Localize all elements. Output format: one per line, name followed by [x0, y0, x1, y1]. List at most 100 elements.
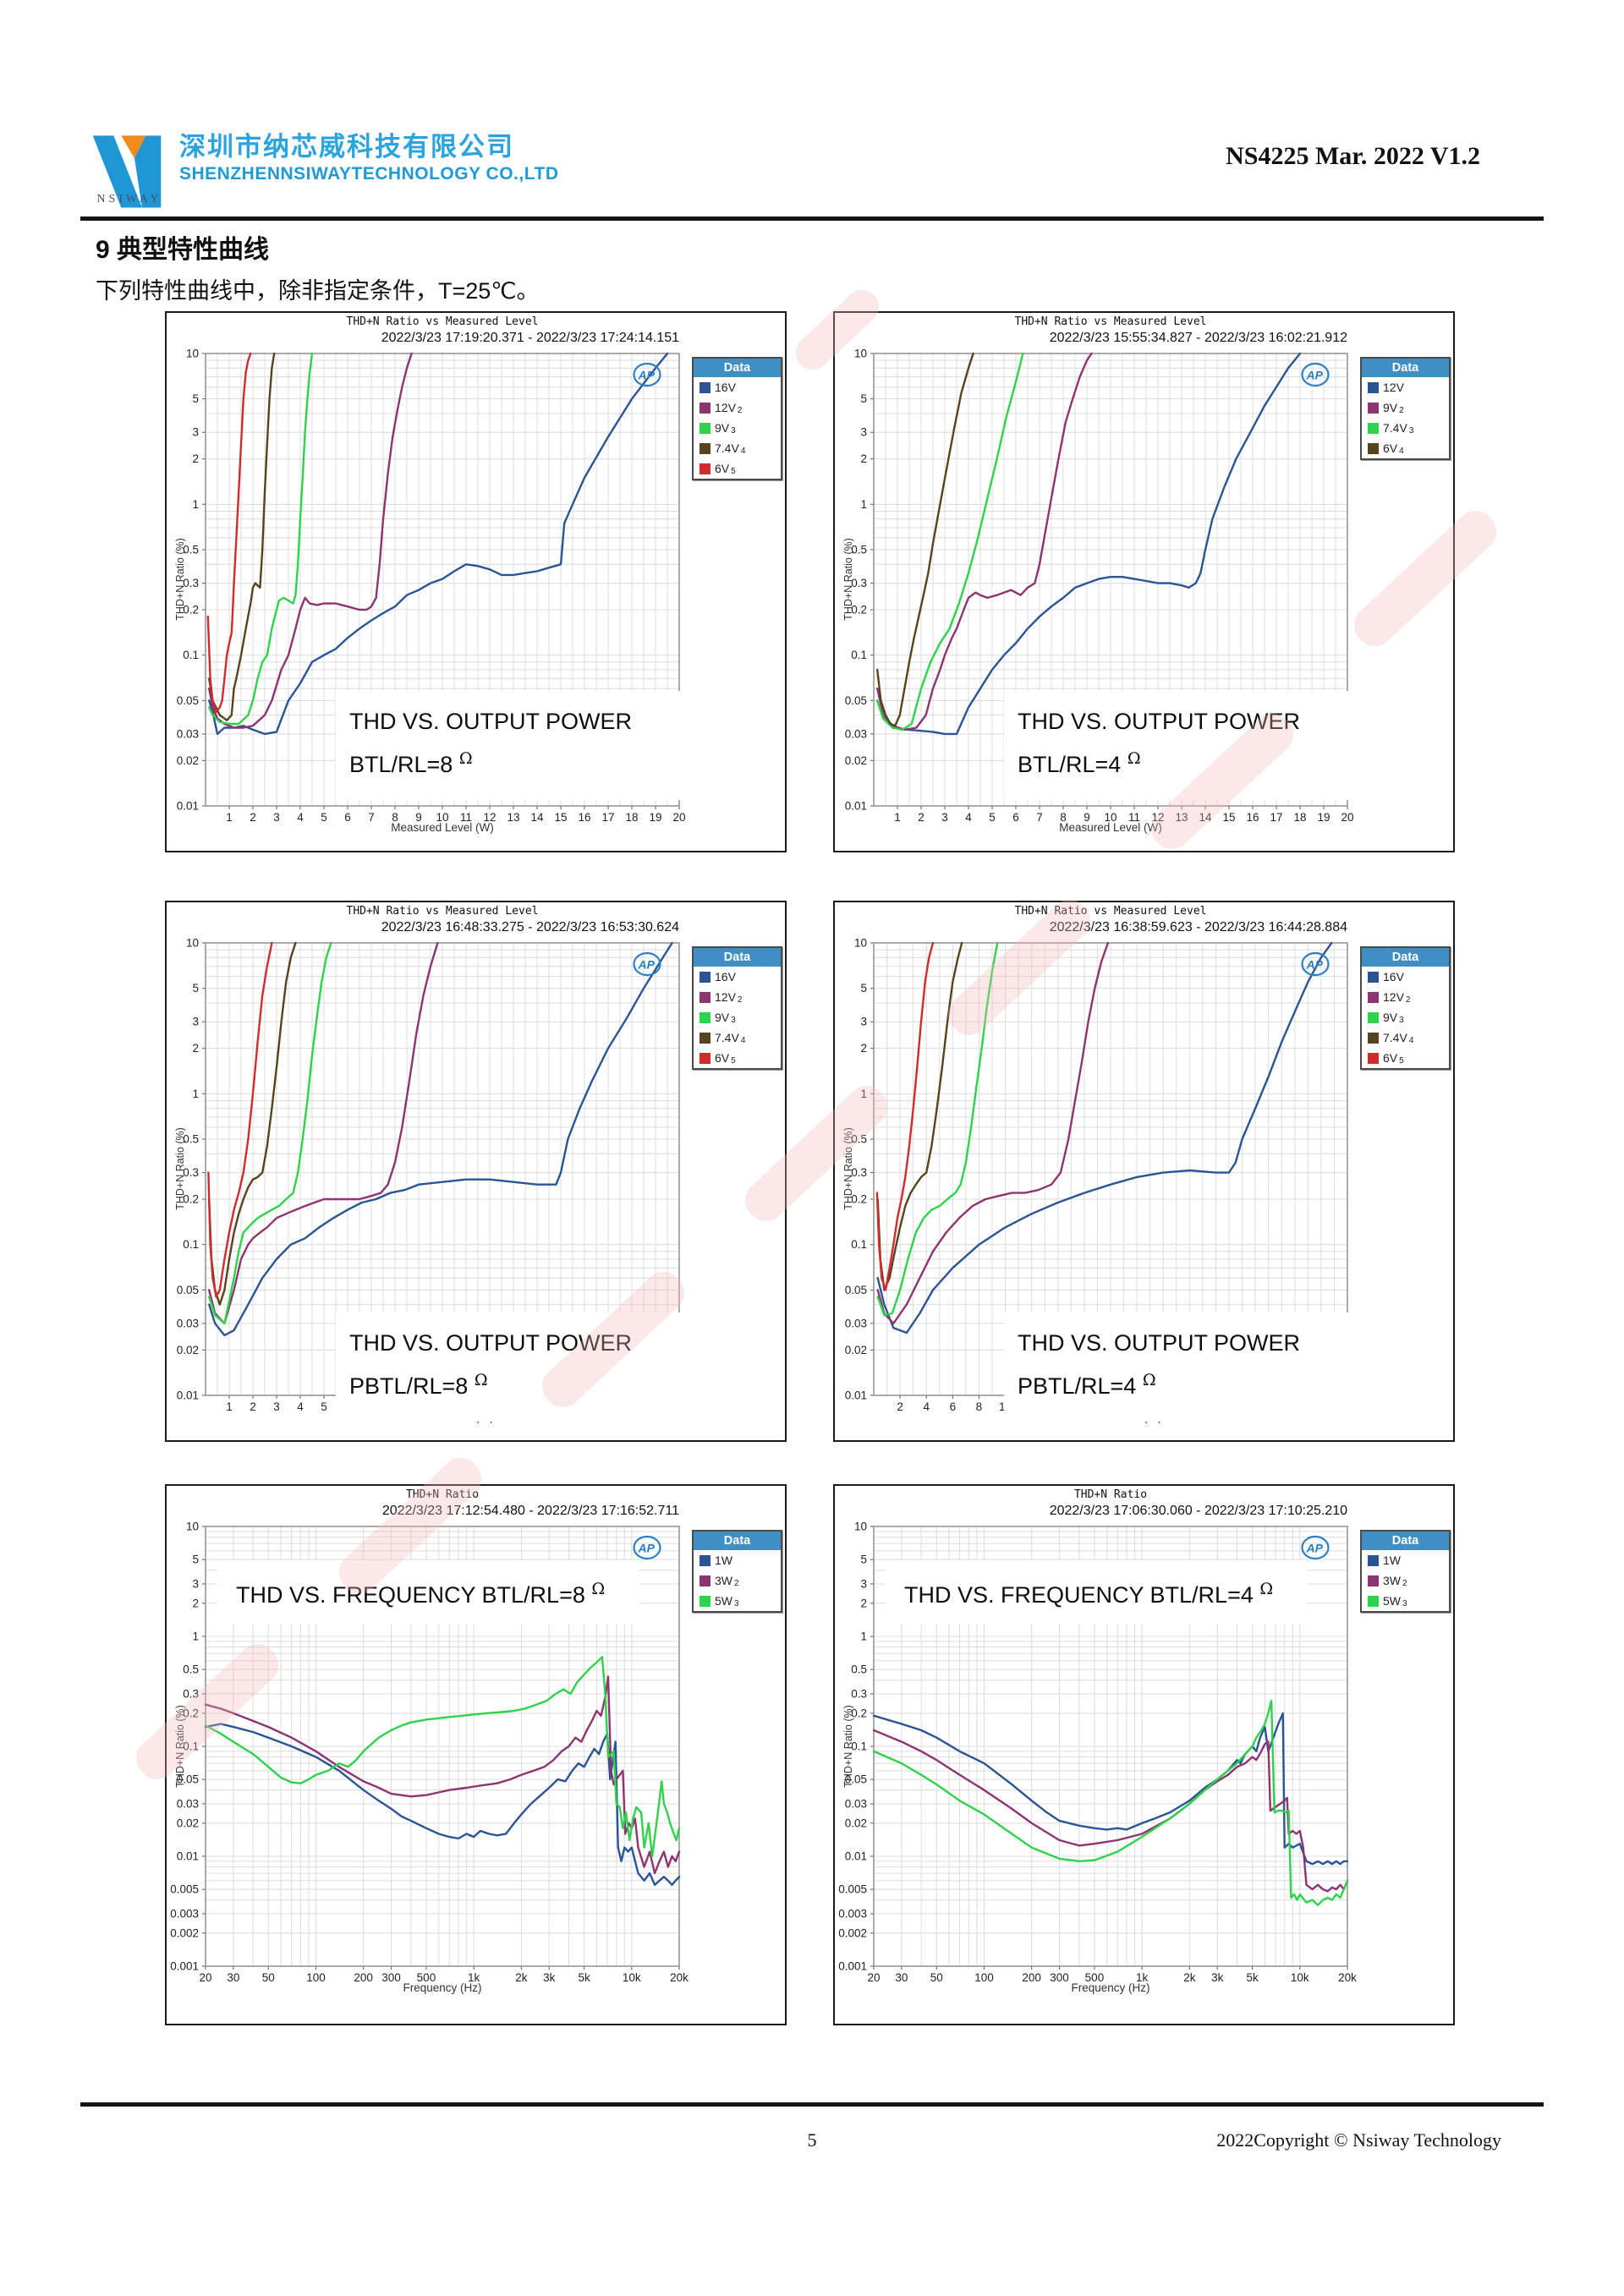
x-tick-label: 8 [392, 811, 398, 824]
legend-entry: 1W [694, 1550, 781, 1570]
series-line-6V [207, 941, 273, 1298]
x-tick-label: 11 [460, 811, 472, 824]
y-tick-label: 5 [860, 1553, 867, 1566]
legend-entry: 7.4V 4 [694, 438, 781, 458]
y-tick-label: 0.3 [851, 1166, 867, 1179]
legend-label-subscript: 3 [1408, 425, 1414, 436]
x-tick-label: 7 [1036, 811, 1043, 824]
y-tick-label: 0.03 [177, 1797, 199, 1810]
legend-label: 12V [715, 990, 736, 1004]
x-tick-label: 16 [1246, 811, 1259, 824]
y-tick-label: 1 [860, 1630, 867, 1643]
x-tick-label: 14 [1199, 811, 1212, 824]
legend-label-subscript: 5 [731, 466, 736, 476]
legend-label: 16V [715, 970, 736, 984]
y-tick-label: 0.02 [177, 1817, 199, 1829]
svg-text:AP: AP [1306, 958, 1324, 972]
plot-annotation: THD VS. OUTPUT POWER PBTL/RL=4 Ω [1004, 1312, 1360, 1422]
legend-entry: 12V 2 [694, 397, 781, 418]
nsiway-logo-icon [92, 135, 162, 208]
x-tick-label: 15 [1222, 811, 1235, 824]
y-tick-label: 0.01 [177, 1389, 199, 1402]
x-axis-label: Frequency (Hz) [403, 1981, 482, 1994]
legend-swatch-icon [700, 991, 710, 1003]
x-tick-label: 3 [273, 811, 280, 824]
series-line-9V [875, 352, 1093, 732]
legend-swatch-icon [700, 422, 710, 434]
legend-swatch-icon [1368, 1575, 1379, 1586]
y-tick-label: 10 [854, 1521, 867, 1533]
chart-title: THD+N Ratio vs Measured Level [346, 315, 539, 328]
chart-title: THD+N Ratio [405, 1488, 480, 1501]
legend-label: 9V [1383, 401, 1398, 414]
panel-thd-power-btl-8ohm: THD+N Ratio vs Measured Level 2022/3/23 … [165, 311, 787, 852]
section-intro: 下列特性曲线中，除非指定条件，T=25℃。 [96, 278, 540, 304]
annotation-line: THD VS. OUTPUT POWER [1018, 1330, 1301, 1356]
y-tick-label: 0.2 [851, 1707, 867, 1719]
copyright-notice: 2022Copyright © Nsiway Technology [1216, 2129, 1501, 2151]
y-tick-label: 0.1 [183, 1740, 199, 1753]
legend-entry: 12V [1362, 377, 1449, 397]
x-tick-label: 19 [1317, 811, 1330, 824]
y-tick-label: 0.02 [845, 1344, 867, 1356]
y-tick-label: 2 [192, 452, 199, 465]
legend-label-subscript: 4 [740, 446, 746, 456]
legend-entry: 6V 5 [1362, 1048, 1449, 1068]
chart-timestamp: 2022/3/23 17:06:30.060 - 2022/3/23 17:10… [1049, 1504, 1347, 1518]
x-tick-label: 10 [1104, 811, 1116, 824]
x-tick-label: 3k [1211, 1971, 1224, 1984]
x-axis-label: Frequency (Hz) [1071, 1981, 1150, 1994]
series-line-9V [207, 352, 314, 726]
y-tick-label: 10 [186, 937, 199, 950]
x-tick-label: 7 [368, 811, 375, 824]
x-tick-label: 13 [1175, 811, 1188, 824]
x-tick-label: 200 [354, 1971, 373, 1984]
legend-entry: 12V 2 [1362, 987, 1449, 1007]
x-tick-label: 300 [1050, 1971, 1069, 1984]
y-tick-label: 0.01 [845, 800, 867, 813]
x-tick-label: 20 [199, 1971, 211, 1984]
x-tick-label: 10k [623, 1971, 641, 1984]
legend-label: 6V [1383, 441, 1398, 455]
x-tick-label: 20 [672, 811, 685, 824]
legend-swatch-icon [700, 1011, 710, 1023]
legend-label-subscript: 5 [731, 1055, 736, 1066]
y-tick-label: 0.1 [183, 1238, 199, 1251]
series-line-1W [872, 1712, 1349, 1866]
legend-entry: 9V 3 [694, 418, 781, 438]
y-tick-label: 0.2 [183, 603, 199, 616]
y-tick-label: 0.02 [177, 754, 199, 767]
panel-thd-frequency-btl-8ohm: THD+N Ratio 2022/3/23 17:12:54.480 - 202… [165, 1484, 787, 2025]
series-line-5W [872, 1699, 1349, 1906]
legend-swatch-icon [1368, 381, 1379, 393]
ohm-symbol: Ω [458, 749, 473, 768]
legend: Data 16V 12V 2 9V 3 7.4V 4 6V 5 [692, 357, 782, 480]
y-tick-label: 0.05 [845, 694, 867, 707]
y-tick-label: 0.5 [183, 544, 199, 556]
y-tick-label: 1 [192, 1630, 199, 1643]
y-tick-label: 2 [860, 452, 867, 465]
y-tick-label: 0.01 [177, 1850, 199, 1863]
panel-thd-power-pbtl-8ohm: THD+N Ratio vs Measured Level 2022/3/23 … [165, 901, 787, 1442]
x-tick-label: 5 [321, 1400, 327, 1413]
legend-label-subscript: 3 [1402, 1598, 1407, 1608]
legend-swatch-icon [700, 1052, 710, 1064]
legend-label: 6V [715, 462, 730, 475]
legend-title: Data [694, 1532, 781, 1550]
x-tick-label: 6 [1012, 811, 1019, 824]
x-tick-label: 1k [1136, 1971, 1149, 1984]
logo-wordmark: NSIWAY [96, 193, 162, 205]
y-tick-label: 2 [192, 1042, 199, 1055]
y-tick-label: 0.003 [838, 1907, 867, 1920]
legend-label-subscript: 2 [737, 405, 743, 415]
y-tick-label: 0.5 [851, 544, 867, 556]
legend-label: 7.4V [715, 1031, 739, 1044]
y-tick-label: 0.02 [845, 1817, 867, 1829]
company-name-en: SHENZHENNSIWAYTECHNOLOGY CO.,LTD [179, 164, 559, 184]
y-tick-label: 0.01 [845, 1389, 867, 1402]
y-tick-label: 0.2 [183, 1707, 199, 1719]
x-tick-label: 6 [344, 811, 351, 824]
y-tick-label: 0.5 [851, 1663, 867, 1676]
legend-entry: 6V 5 [694, 458, 781, 479]
series-line-7.4V [876, 941, 963, 1291]
